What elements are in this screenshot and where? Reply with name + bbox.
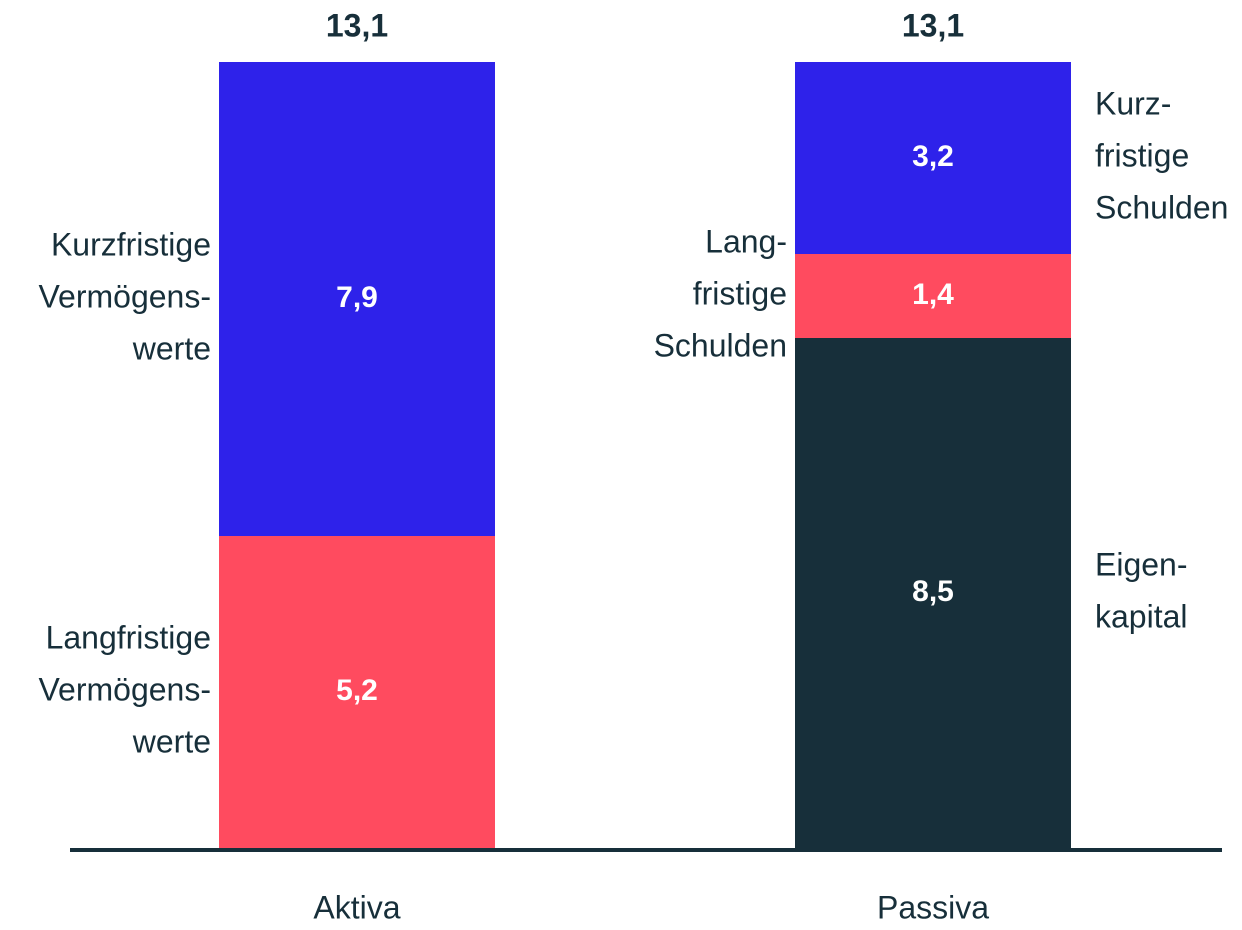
bar-segment [795,254,1071,338]
segment-label: Langfristige [46,619,211,655]
segment-label: fristige [1095,137,1189,173]
segment-label: Vermögens- [38,671,211,707]
value-label: 3,2 [912,140,954,173]
bar-segment [219,62,495,536]
x-tick-label: Aktiva [313,889,400,925]
bar-segment [219,536,495,848]
bar-segment [795,62,1071,254]
segment-label: fristige [693,275,787,311]
value-label: 7,9 [336,281,378,314]
value-label: 8,5 [912,575,954,608]
segment-label: werte [132,330,211,366]
segment-label: kapital [1095,598,1188,634]
segment-label: Schulden [1095,189,1228,225]
total-label: 13,1 [326,7,388,43]
value-label: 5,2 [336,674,378,707]
segment-label: werte [132,723,211,759]
x-tick-label: Passiva [877,889,989,925]
bar-segment [795,338,1071,848]
segment-label: Kurzfristige [51,226,211,262]
segment-label: Eigen- [1095,546,1188,582]
segment-label: Vermögens- [38,278,211,314]
segment-label: Kurz- [1095,85,1171,121]
value-label: 1,4 [912,278,954,311]
segment-label: Schulden [654,327,787,363]
segment-label: Lang- [705,223,787,259]
total-label: 13,1 [902,7,964,43]
